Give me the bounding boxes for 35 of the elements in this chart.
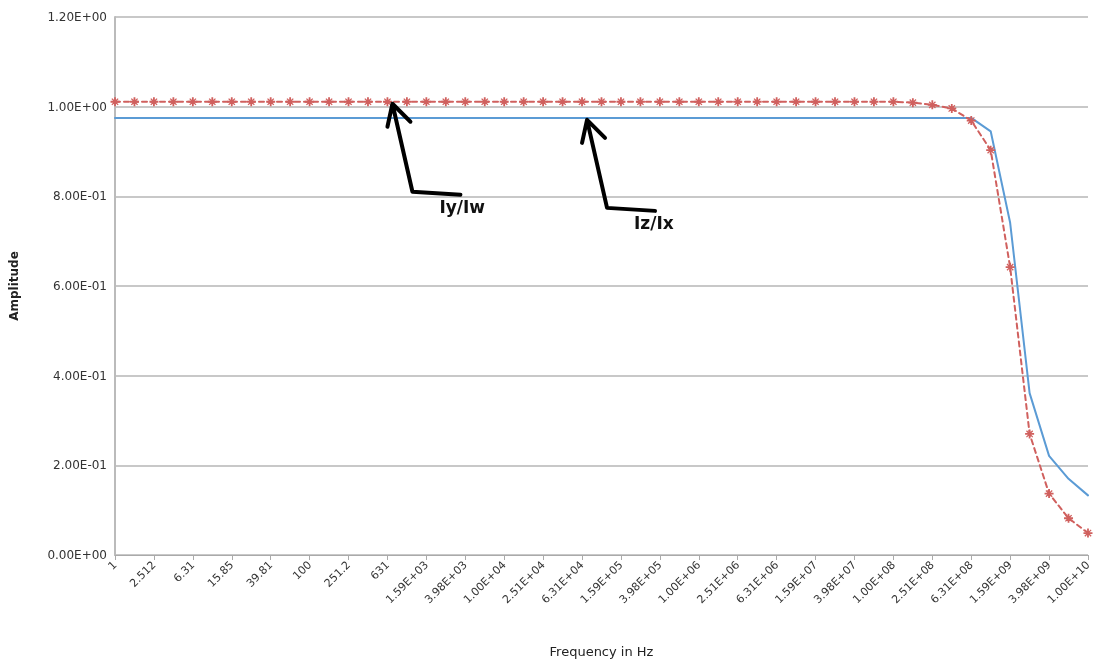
point: [324, 97, 334, 107]
point: [908, 98, 918, 108]
point: [538, 97, 548, 107]
point: [616, 97, 626, 107]
y-tick-label: 0.00E+00: [47, 548, 107, 562]
y-tick-label: 6.00E-01: [53, 279, 107, 293]
x-tick-label: 1: [105, 558, 120, 573]
point: [363, 97, 373, 107]
point: [986, 145, 996, 155]
point: [869, 97, 879, 107]
x-axis-title: Frequency in Hz: [549, 644, 654, 659]
annotation: Iz/Ix: [634, 212, 674, 233]
y-tick-label: 1.20E+00: [47, 10, 107, 24]
point: [655, 97, 665, 107]
point: [110, 97, 120, 107]
point: [752, 97, 762, 107]
point: [168, 97, 178, 107]
point: [772, 97, 782, 107]
point: [402, 97, 412, 107]
annotation: Iy/Iw: [439, 196, 486, 217]
point: [188, 97, 198, 107]
point: [888, 97, 898, 107]
y-tick-label: 1.00E+00: [47, 99, 107, 114]
y-tick-label: 2.00E-01: [53, 458, 107, 473]
y-tick-label: 4.00E-01: [53, 368, 107, 383]
point: [927, 100, 937, 110]
point: [791, 97, 801, 107]
point: [149, 97, 159, 107]
y-tick-label: 8.00E-01: [53, 189, 107, 204]
point: [577, 97, 587, 107]
y-axis-title: Amplitude: [7, 251, 21, 321]
point: [830, 97, 840, 107]
point: [1025, 429, 1035, 439]
point: [285, 97, 295, 107]
x-tick-label: 100: [290, 558, 315, 583]
